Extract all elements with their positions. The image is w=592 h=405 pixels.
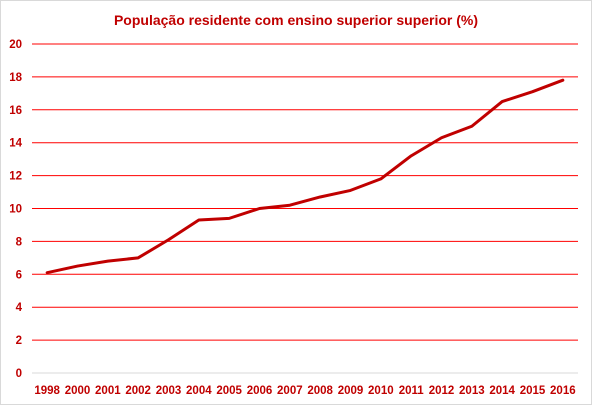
data-point — [167, 238, 170, 241]
data-point — [288, 204, 292, 207]
x-tick-label: 2012 — [429, 385, 455, 397]
x-tick-label: 2009 — [338, 385, 364, 397]
y-tick-label: 6 — [16, 269, 22, 281]
data-point — [227, 217, 231, 220]
y-tick-label: 14 — [9, 138, 22, 150]
x-tick-label: 2008 — [307, 385, 333, 397]
x-tick-label: 2003 — [156, 385, 182, 397]
data-point — [500, 100, 504, 103]
x-tick-label: 2010 — [368, 385, 394, 397]
x-tick-label: 2001 — [95, 385, 121, 397]
chart-title: População residente com ensino superior … — [113, 12, 479, 28]
data-point — [349, 189, 352, 192]
data-point — [106, 259, 110, 263]
data-point — [561, 78, 565, 82]
y-tick-label: 2 — [16, 335, 22, 347]
y-tick-label: 8 — [16, 236, 23, 248]
y-axis-ticks: 0 2 4 6 8 10 12 14 16 18 20 — [9, 39, 22, 380]
y-tick-label: 10 — [9, 204, 22, 216]
data-point — [76, 264, 79, 268]
y-tick-label: 16 — [9, 105, 22, 117]
data-point — [440, 136, 443, 139]
data-point — [197, 218, 201, 222]
y-tick-label: 12 — [9, 171, 22, 183]
x-tick-label: 2004 — [186, 385, 212, 397]
x-tick-label: 2002 — [125, 385, 151, 397]
x-tick-label: 2015 — [520, 385, 546, 397]
x-tick-label: 2006 — [247, 385, 273, 397]
y-tick-label: 18 — [9, 72, 22, 84]
data-point — [136, 256, 140, 260]
y-tick-label: 0 — [16, 368, 22, 380]
x-tick-label: 2013 — [459, 385, 485, 397]
x-tick-label: 2016 — [550, 385, 576, 397]
y-tick-label: 20 — [9, 39, 22, 51]
series-group — [45, 78, 565, 275]
x-tick-label: 2000 — [65, 385, 91, 397]
series-line — [45, 78, 565, 275]
data-point — [470, 125, 474, 128]
x-tick-label: 1998 — [34, 385, 60, 397]
data-point — [531, 90, 534, 93]
x-tick-label: 2007 — [277, 385, 303, 397]
x-tick-label: 2014 — [489, 385, 515, 397]
x-tick-label: 2005 — [216, 385, 242, 397]
x-tick-label: 2011 — [399, 385, 425, 397]
data-point — [318, 195, 322, 199]
data-point — [409, 154, 413, 158]
data-point — [258, 207, 261, 210]
data-point — [45, 271, 49, 274]
data-point — [379, 177, 383, 181]
y-tick-label: 4 — [16, 302, 23, 314]
gridlines — [32, 43, 578, 374]
x-axis-ticks: 1998 2000 2001 2002 2003 2004 2005 2006 2007 2008… — [34, 385, 575, 397]
